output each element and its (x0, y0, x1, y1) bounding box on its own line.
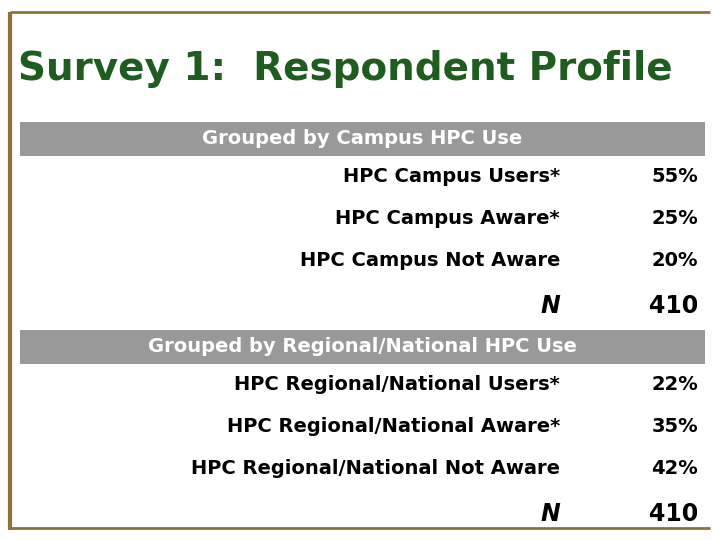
Text: HPC Regional/National Aware*: HPC Regional/National Aware* (227, 417, 560, 436)
Text: 22%: 22% (652, 375, 698, 395)
Text: HPC Campus Aware*: HPC Campus Aware* (336, 210, 560, 228)
Text: 20%: 20% (652, 252, 698, 271)
Text: N: N (540, 502, 560, 526)
Text: 35%: 35% (652, 417, 698, 436)
Text: HPC Campus Not Aware: HPC Campus Not Aware (300, 252, 560, 271)
Text: HPC Regional/National Users*: HPC Regional/National Users* (234, 375, 560, 395)
Text: 410: 410 (649, 502, 698, 526)
Bar (20, 330, 705, 364)
Text: 25%: 25% (652, 210, 698, 228)
Bar (20, 122, 705, 156)
Text: Survey 1:  Respondent Profile: Survey 1: Respondent Profile (18, 50, 672, 88)
Text: Grouped by Regional/National HPC Use: Grouped by Regional/National HPC Use (148, 338, 577, 356)
Text: HPC Regional/National Not Aware: HPC Regional/National Not Aware (191, 460, 560, 478)
Text: Grouped by Campus HPC Use: Grouped by Campus HPC Use (202, 130, 523, 148)
Text: 55%: 55% (652, 167, 698, 186)
Text: N: N (540, 294, 560, 318)
Text: 410: 410 (649, 294, 698, 318)
Text: HPC Campus Users*: HPC Campus Users* (343, 167, 560, 186)
Text: 42%: 42% (652, 460, 698, 478)
